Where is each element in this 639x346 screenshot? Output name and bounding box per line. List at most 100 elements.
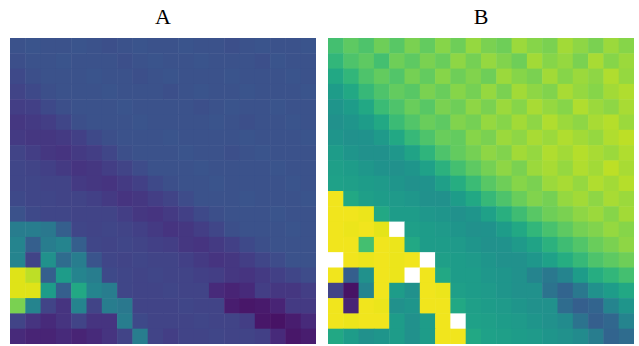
heatmap-cell	[328, 191, 344, 207]
heatmap-cell	[619, 160, 634, 176]
heatmap-cell	[481, 313, 497, 329]
heatmap-cell	[87, 69, 103, 85]
heatmap-cell	[270, 99, 286, 115]
heatmap-cell	[132, 283, 148, 299]
heatmap-cell	[270, 160, 286, 176]
heatmap-cell	[163, 69, 179, 85]
heatmap-cell	[10, 298, 26, 314]
heatmap-cell	[603, 298, 619, 314]
heatmap-cell	[405, 237, 421, 253]
heatmap-cell	[359, 176, 375, 192]
heatmap-cell	[117, 298, 133, 314]
heatmap-cell	[148, 222, 164, 238]
heatmap-cell	[405, 252, 421, 268]
heatmap-cell	[87, 53, 103, 69]
heatmap-cell	[194, 176, 210, 192]
heatmap-cell	[10, 53, 26, 69]
heatmap-cell	[178, 176, 194, 192]
heatmap-cell	[603, 84, 619, 100]
heatmap-cell	[25, 176, 41, 192]
heatmap-cell	[328, 84, 344, 100]
heatmap-cell	[420, 115, 436, 131]
heatmap-cell	[558, 84, 574, 100]
heatmap-cell	[56, 160, 72, 176]
heatmap-cell	[603, 160, 619, 176]
heatmap-cell	[163, 38, 179, 54]
heatmap-cell	[435, 191, 451, 207]
heatmap-cell	[117, 69, 133, 85]
heatmap-cell	[132, 145, 148, 161]
heatmap-cell	[328, 69, 344, 85]
heatmap-cell	[25, 268, 41, 284]
heatmap-cell	[374, 115, 390, 131]
heatmap-cell	[527, 145, 543, 161]
heatmap-cell	[619, 191, 634, 207]
heatmap-cell	[301, 329, 316, 344]
heatmap-cell	[132, 38, 148, 54]
heatmap-cell	[328, 252, 344, 268]
heatmap-cell	[435, 298, 451, 314]
heatmap-cell	[603, 313, 619, 329]
heatmap-cell	[588, 298, 604, 314]
heatmap-cell	[224, 206, 240, 222]
heatmap-cell	[178, 252, 194, 268]
heatmap-cell	[87, 222, 103, 238]
heatmap-cell	[132, 298, 148, 314]
heatmap-cell	[148, 53, 164, 69]
heatmap-cell	[87, 130, 103, 146]
heatmap-cell	[10, 191, 26, 207]
heatmap-cell	[132, 313, 148, 329]
heatmap-cell	[542, 99, 558, 115]
heatmap-cell	[450, 99, 466, 115]
heatmap-cell	[374, 237, 390, 253]
heatmap-cell	[10, 115, 26, 131]
heatmap-cell	[285, 176, 301, 192]
heatmap-cell	[420, 283, 436, 299]
heatmap-cell	[163, 222, 179, 238]
heatmap-cell	[240, 145, 256, 161]
heatmap-cell	[588, 237, 604, 253]
heatmap-cell	[542, 38, 558, 54]
heatmap-cell	[374, 206, 390, 222]
heatmap-cell	[255, 160, 271, 176]
heatmap-cell	[588, 222, 604, 238]
heatmap-panel	[10, 38, 317, 345]
heatmap-cell	[178, 237, 194, 253]
heatmap-cell	[224, 99, 240, 115]
heatmap-cell	[481, 115, 497, 131]
heatmap-cell	[527, 84, 543, 100]
heatmap-cell	[588, 160, 604, 176]
heatmap-cell	[117, 145, 133, 161]
heatmap-cell	[603, 69, 619, 85]
heatmap-cell	[148, 38, 164, 54]
heatmap-cell	[588, 329, 604, 344]
heatmap-cell	[255, 53, 271, 69]
heatmap-cell	[405, 38, 421, 54]
heatmap-cell	[102, 160, 118, 176]
heatmap-cell	[450, 130, 466, 146]
heatmap-cell	[71, 191, 87, 207]
heatmap-cell	[178, 206, 194, 222]
heatmap-cell	[163, 130, 179, 146]
heatmap-cell	[389, 206, 405, 222]
heatmap-cell	[619, 69, 634, 85]
heatmap-cell	[619, 298, 634, 314]
heatmap-cell	[148, 252, 164, 268]
heatmap-cell	[496, 84, 512, 100]
heatmap-cell	[285, 283, 301, 299]
heatmap-cell	[496, 69, 512, 85]
heatmap-cell	[359, 252, 375, 268]
heatmap-cell	[328, 313, 344, 329]
heatmap-cell	[270, 298, 286, 314]
heatmap-cell	[25, 69, 41, 85]
heatmap-cell	[481, 53, 497, 69]
heatmap-cell	[10, 130, 26, 146]
heatmap-cell	[343, 298, 359, 314]
heatmap-cell	[178, 130, 194, 146]
heatmap-cell	[389, 237, 405, 253]
heatmap-cell	[41, 99, 57, 115]
heatmap-cell	[435, 69, 451, 85]
heatmap-cell	[603, 99, 619, 115]
heatmap-cell	[527, 160, 543, 176]
heatmap-cell	[178, 313, 194, 329]
